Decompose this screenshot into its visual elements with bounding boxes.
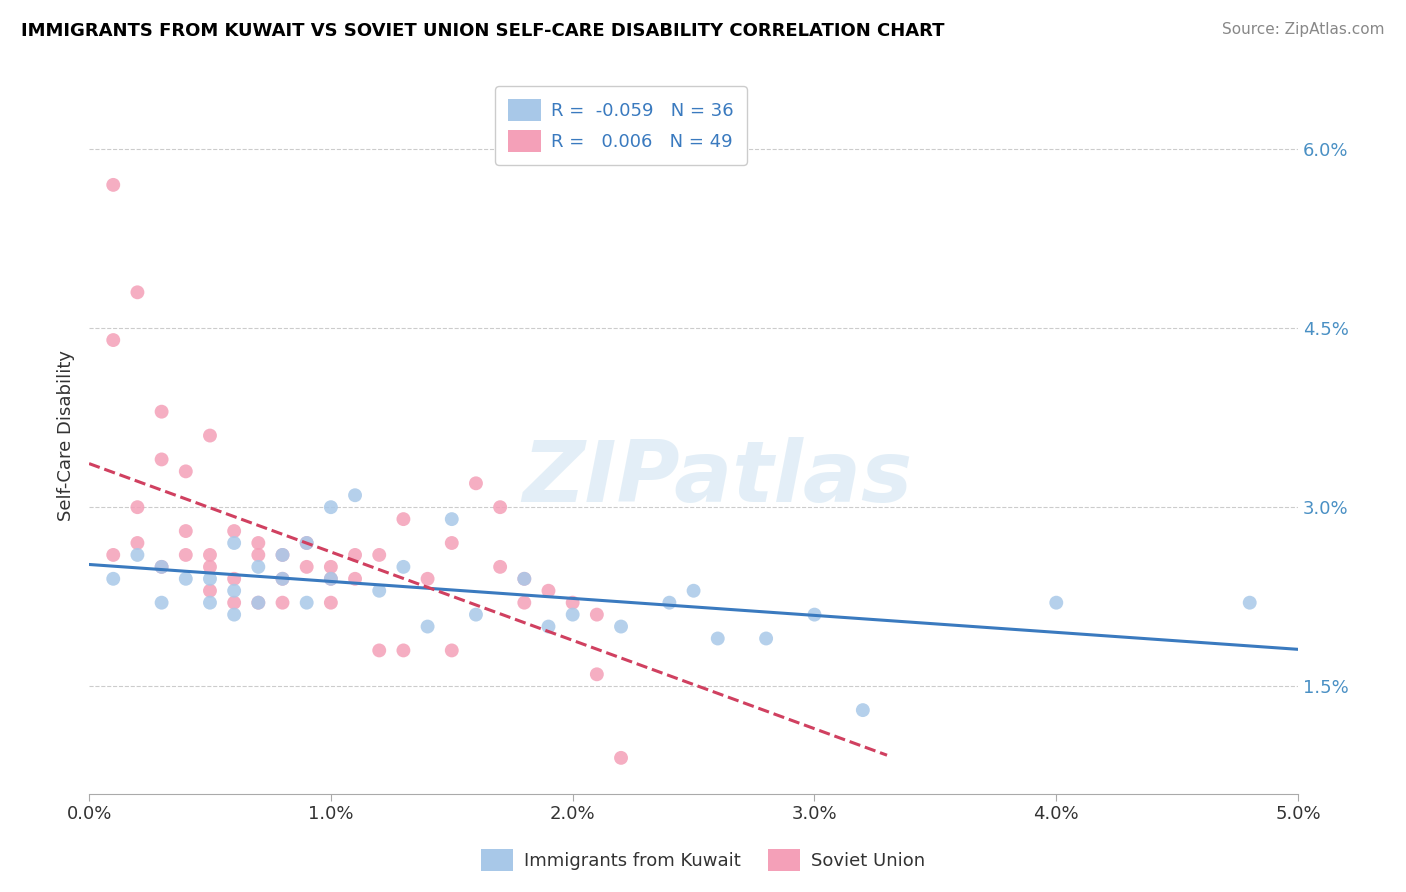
Point [706,632,728,646]
Point [198,548,221,562]
Point [319,596,342,610]
Point [247,548,270,562]
Point [295,536,318,550]
Point [852,703,875,717]
Point [392,560,415,574]
Point [127,536,149,550]
Point [271,572,294,586]
Point [271,572,294,586]
Text: ZIPatlas: ZIPatlas [523,437,912,520]
Point [271,596,294,610]
Point [271,548,294,562]
Point [247,596,270,610]
Point [103,333,125,347]
Y-axis label: Self-Care Disability: Self-Care Disability [58,350,75,521]
Point [150,560,173,574]
Point [537,619,560,633]
Point [198,572,221,586]
Point [368,583,391,598]
Point [150,560,173,574]
Point [295,596,318,610]
Point [1239,596,1261,610]
Point [610,751,633,765]
Point [513,596,536,610]
Point [224,583,246,598]
Point [174,524,197,538]
Point [465,476,488,491]
Point [103,572,125,586]
Point [198,596,221,610]
Point [271,548,294,562]
Point [224,536,246,550]
Point [174,464,197,478]
Point [295,560,318,574]
Point [465,607,488,622]
Point [537,583,560,598]
Point [224,524,246,538]
Point [440,536,463,550]
Point [440,512,463,526]
Point [224,607,246,622]
Point [224,596,246,610]
Point [489,500,512,515]
Point [513,572,536,586]
Point [127,285,149,300]
Point [416,572,439,586]
Point [368,643,391,657]
Point [344,572,367,586]
Text: Source: ZipAtlas.com: Source: ZipAtlas.com [1222,22,1385,37]
Point [416,619,439,633]
Legend: Immigrants from Kuwait, Soviet Union: Immigrants from Kuwait, Soviet Union [474,842,932,879]
Point [319,572,342,586]
Point [247,536,270,550]
Point [344,488,367,502]
Point [127,548,149,562]
Legend: R =  -0.059   N = 36, R =   0.006   N = 49: R = -0.059 N = 36, R = 0.006 N = 49 [495,87,747,165]
Point [247,596,270,610]
Point [319,500,342,515]
Point [489,560,512,574]
Point [198,583,221,598]
Point [295,536,318,550]
Point [392,512,415,526]
Point [368,548,391,562]
Point [198,560,221,574]
Point [150,405,173,419]
Point [174,572,197,586]
Point [513,572,536,586]
Point [610,619,633,633]
Point [319,572,342,586]
Point [174,548,197,562]
Point [319,560,342,574]
Point [755,632,778,646]
Point [586,667,609,681]
Point [658,596,681,610]
Point [224,572,246,586]
Point [561,596,583,610]
Point [198,428,221,442]
Point [127,500,149,515]
Point [1045,596,1067,610]
Point [803,607,825,622]
Point [247,560,270,574]
Point [344,548,367,562]
Point [103,548,125,562]
Point [561,607,583,622]
Point [682,583,704,598]
Point [103,178,125,192]
Point [150,452,173,467]
Point [586,607,609,622]
Point [150,596,173,610]
Point [440,643,463,657]
Point [392,643,415,657]
Text: IMMIGRANTS FROM KUWAIT VS SOVIET UNION SELF-CARE DISABILITY CORRELATION CHART: IMMIGRANTS FROM KUWAIT VS SOVIET UNION S… [21,22,945,40]
